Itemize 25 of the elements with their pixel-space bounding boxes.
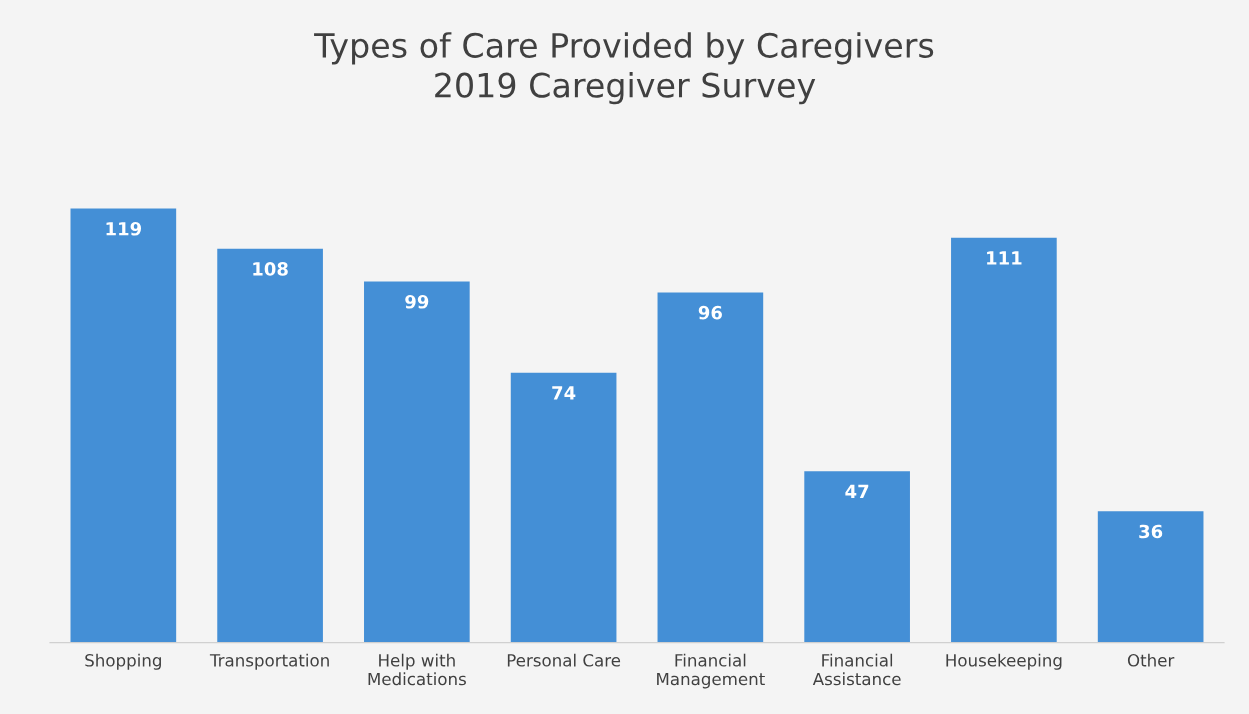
bar — [804, 471, 910, 643]
bar — [657, 292, 764, 643]
x-tick-label: Other — [1127, 653, 1175, 667]
data-label: 108 — [253, 262, 288, 276]
bar — [217, 248, 323, 643]
data-label: 111 — [987, 251, 1022, 265]
x-tick-label: Transportation — [209, 653, 329, 670]
x-tick-label: Housekeeping — [946, 653, 1062, 670]
data-label: 99 — [405, 294, 429, 309]
x-tick-label: Financial Management — [657, 653, 765, 689]
data-label: 74 — [552, 386, 576, 400]
x-tick-label: Shopping — [85, 653, 161, 670]
data-label: 47 — [845, 484, 869, 498]
chart-title: Types of Care Provided by Caregivers 2019 Caregiver Survey — [314, 32, 934, 105]
bar — [70, 208, 177, 643]
bar — [951, 237, 1057, 643]
bar — [1097, 511, 1204, 643]
data-label: 36 — [1139, 524, 1163, 539]
x-tick-label: Help with Medications — [368, 653, 466, 686]
x-tick-label: Financial Assistance — [812, 653, 901, 686]
x-tick-label: Personal Care — [507, 653, 621, 667]
data-label: 96 — [698, 305, 722, 320]
data-label: 119 — [106, 221, 142, 236]
bar — [510, 372, 617, 643]
bar — [364, 281, 470, 643]
